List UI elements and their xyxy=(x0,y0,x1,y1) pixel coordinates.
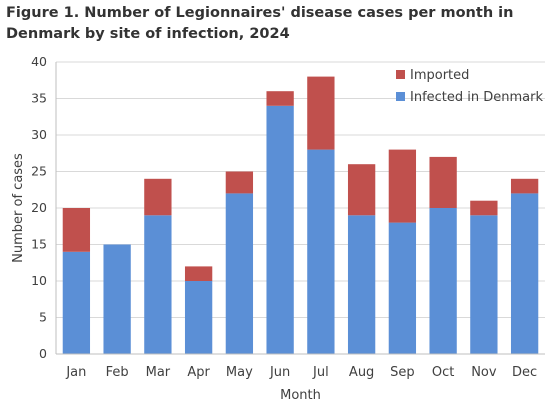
bar-infected-in-denmark xyxy=(184,281,213,354)
x-tick-label: Mar xyxy=(146,365,171,380)
x-tick-label: Oct xyxy=(432,365,454,380)
legend-label: Imported xyxy=(410,68,469,83)
bar-imported xyxy=(62,208,91,252)
x-tick-label: Jul xyxy=(312,365,329,380)
y-tick-label: 10 xyxy=(31,273,47,288)
bar-infected-in-denmark xyxy=(388,222,417,354)
legend-swatch xyxy=(396,92,405,101)
x-tick-label: May xyxy=(226,365,253,380)
x-tick-label: Jun xyxy=(269,365,290,380)
x-tick-label: Apr xyxy=(187,365,210,380)
bar-imported xyxy=(470,200,498,216)
x-tick-label: Dec xyxy=(512,365,537,380)
x-tick-label: Sep xyxy=(390,365,415,380)
y-tick-label: 15 xyxy=(31,237,47,252)
axes: 0 5 10 15 20 25 30 35 40 Jan Feb Mar Apr May Jun Jul Aug… xyxy=(31,54,545,380)
bar-infected-in-denmark xyxy=(144,215,172,354)
bar-infected-in-denmark xyxy=(510,193,539,354)
bar-imported xyxy=(429,156,457,208)
legend-label: Infected in Denmark xyxy=(410,90,543,105)
bar-imported xyxy=(347,164,376,216)
bar-infected-in-denmark xyxy=(347,215,376,354)
bar-infected-in-denmark xyxy=(62,251,91,354)
bar-imported xyxy=(184,266,213,281)
bar-imported xyxy=(266,91,294,106)
y-tick-label: 40 xyxy=(31,54,47,69)
bar-imported xyxy=(510,178,539,194)
bar-infected-in-denmark xyxy=(103,244,131,354)
y-tick-label: 35 xyxy=(31,91,47,106)
bar-imported xyxy=(388,149,417,223)
y-tick-label: 25 xyxy=(31,164,47,179)
bar-infected-in-denmark xyxy=(429,208,457,354)
legend-swatch xyxy=(396,70,405,79)
bar-imported xyxy=(144,178,172,216)
gridlines xyxy=(56,61,545,318)
y-tick-label: 0 xyxy=(39,346,47,361)
y-tick-label: 5 xyxy=(39,310,47,325)
x-tick-label: Jan xyxy=(65,365,86,380)
x-tick-label: Feb xyxy=(106,365,129,380)
bar-infected-in-denmark xyxy=(307,149,335,354)
legend: Imported Infected in Denmark xyxy=(396,68,543,105)
x-tick-label: Nov xyxy=(471,365,497,380)
bar-imported xyxy=(225,171,254,194)
x-tick-label: Aug xyxy=(349,365,374,380)
bars xyxy=(62,76,539,354)
bar-infected-in-denmark xyxy=(470,215,498,354)
bar-imported xyxy=(307,76,335,150)
y-tick-label: 20 xyxy=(31,200,47,215)
figure-title: Figure 1. Number of Legionnaires' diseas… xyxy=(6,5,514,42)
y-axis-title: Number of cases xyxy=(11,153,26,263)
bar-infected-in-denmark xyxy=(266,105,294,354)
x-axis-title: Month xyxy=(280,388,321,403)
bar-infected-in-denmark xyxy=(225,193,254,354)
y-tick-label: 30 xyxy=(31,127,47,142)
